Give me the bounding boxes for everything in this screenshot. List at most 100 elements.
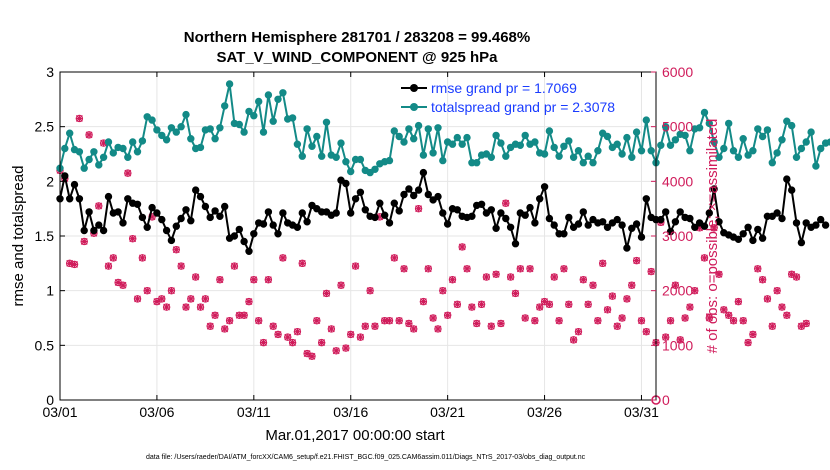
obs-point	[327, 325, 336, 333]
obs-point	[666, 317, 675, 325]
data-point	[119, 219, 127, 227]
data-point	[526, 203, 534, 212]
legend-label-rmse: rmse grand pr = 1.7069	[431, 80, 577, 96]
data-point	[754, 125, 762, 133]
data-point	[361, 206, 369, 214]
obs-point	[351, 262, 360, 270]
obs-point	[128, 235, 137, 243]
data-point	[734, 153, 743, 162]
data-point	[579, 159, 587, 167]
obs-point	[749, 330, 757, 339]
plot-area	[56, 80, 830, 405]
obs-point	[691, 286, 699, 295]
data-point	[90, 226, 98, 235]
obs-point	[492, 270, 500, 278]
data-point	[686, 214, 694, 223]
data-point	[792, 153, 801, 162]
obs-point	[754, 265, 762, 273]
obs-point	[705, 314, 714, 322]
obs-point	[80, 237, 88, 246]
data-point	[812, 221, 820, 229]
data-point	[99, 226, 108, 235]
obs-point	[182, 303, 190, 311]
data-point	[250, 112, 258, 120]
obs-point	[293, 327, 302, 336]
data-point	[264, 208, 273, 216]
data-point	[555, 152, 563, 160]
obs-point	[191, 273, 200, 281]
obs-point	[400, 265, 408, 273]
obs-point	[172, 245, 180, 254]
obs-point	[768, 322, 776, 330]
obs-point	[264, 276, 273, 284]
data-point	[763, 126, 772, 134]
data-point	[453, 133, 461, 142]
y-right-tick-label: 5000	[662, 119, 693, 135]
data-point	[725, 119, 733, 128]
data-point	[492, 224, 500, 233]
data-point	[414, 186, 423, 194]
data-point	[603, 223, 612, 232]
x-tick-label: 03/01	[42, 404, 77, 420]
obs-point	[545, 300, 554, 309]
data-point	[395, 207, 403, 215]
data-point	[778, 214, 786, 223]
data-point	[405, 125, 413, 133]
data-point	[385, 156, 394, 165]
data-point	[792, 219, 801, 227]
data-point	[347, 209, 355, 217]
data-point	[279, 89, 287, 97]
data-point	[66, 129, 74, 137]
data-point	[594, 147, 602, 155]
obs-point	[618, 314, 626, 322]
data-point	[657, 215, 665, 224]
obs-point	[347, 330, 355, 339]
obs-point	[298, 259, 306, 268]
obs-point	[482, 273, 491, 281]
data-point	[124, 195, 132, 203]
data-point	[75, 148, 84, 156]
obs-point	[187, 295, 195, 303]
data-point	[129, 138, 137, 146]
data-point	[569, 153, 578, 162]
data-point	[574, 220, 583, 228]
obs-point	[506, 273, 515, 281]
data-point	[710, 185, 718, 193]
obs-point	[661, 333, 670, 341]
obs-point	[724, 311, 733, 319]
series-observations	[56, 114, 810, 405]
obs-point	[356, 333, 365, 341]
data-point	[61, 172, 69, 180]
data-point	[681, 131, 689, 140]
data-point	[589, 215, 597, 224]
obs-point	[308, 352, 316, 360]
data-point	[250, 230, 258, 238]
data-point	[487, 206, 495, 214]
y-right-tick-label: 3000	[662, 228, 693, 244]
data-point	[371, 165, 379, 174]
data-point	[439, 156, 447, 165]
data-point	[269, 117, 277, 125]
data-point	[521, 211, 529, 219]
data-point	[511, 240, 520, 248]
obs-point	[632, 256, 641, 265]
data-point	[109, 149, 118, 157]
data-point	[458, 140, 466, 148]
obs-point	[104, 262, 113, 270]
data-point	[235, 225, 244, 234]
obs-point	[744, 338, 752, 347]
data-point	[153, 209, 161, 217]
data-point	[293, 140, 302, 148]
obs-point	[565, 300, 573, 309]
obs-point	[594, 317, 602, 325]
data-point	[599, 218, 607, 226]
data-point	[705, 119, 713, 128]
data-point	[158, 131, 166, 140]
obs-point	[676, 336, 684, 344]
obs-point	[390, 254, 399, 262]
data-point	[739, 135, 747, 143]
data-point	[405, 185, 413, 193]
y-tick-label: 0.5	[35, 337, 55, 353]
obs-point	[686, 303, 694, 311]
data-point	[521, 131, 529, 140]
